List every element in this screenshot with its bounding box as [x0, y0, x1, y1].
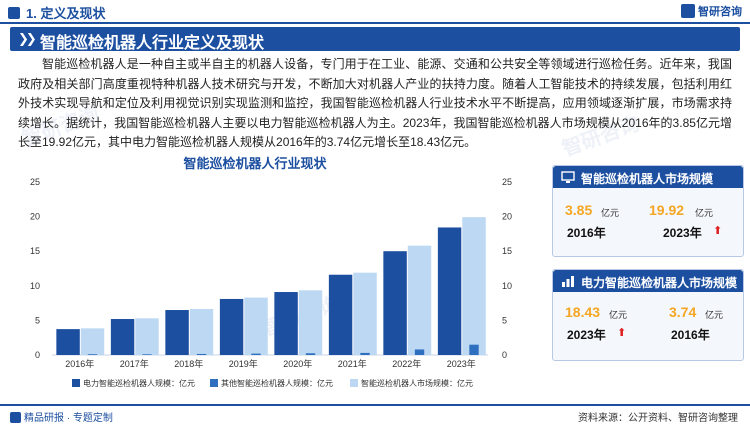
power-start-year: 2016年 — [671, 328, 710, 342]
y-tick-label-right: 10 — [502, 281, 512, 291]
bar-other — [414, 349, 425, 355]
y-tick-label-left: 10 — [30, 281, 40, 291]
source-note: 资料来源：公开资料、智研咨询整理 — [578, 413, 738, 424]
bar-power — [165, 310, 189, 355]
legend-swatch — [350, 379, 358, 387]
market-size-card-title: 智能巡检机器人市场规模 — [581, 172, 714, 186]
bar-power — [219, 298, 244, 355]
y-tick-label-right: 0 — [502, 350, 507, 360]
x-tick-label: 2017年 — [120, 358, 149, 369]
section-label-text: 1. 定义及现状 — [26, 6, 106, 21]
bar-other — [142, 354, 152, 355]
power-market-size-card: 电力智能巡检机器人市场规模 18.43 亿元 2023年 ⬆ 3.74 亿元 2… — [552, 269, 744, 361]
legend-label: 其他智能巡检机器人规模：亿元 — [221, 378, 333, 388]
brand-logo-icon — [681, 4, 695, 18]
x-tick-label: 2023年 — [447, 358, 476, 369]
bar-other — [196, 353, 207, 355]
x-tick-label: 2018年 — [174, 358, 203, 369]
start-unit: 亿元 — [601, 208, 620, 218]
footer: 精品研报 · 专题定制 资料来源：公开资料、智研咨询整理 — [0, 404, 750, 425]
end-unit: 亿元 — [695, 208, 714, 218]
legend-label: 智能巡检机器人市场规模：亿元 — [361, 378, 473, 388]
bar-other — [251, 353, 261, 355]
y-tick-label-right: 25 — [502, 177, 512, 187]
y-tick-label-left: 20 — [30, 212, 40, 222]
top-bar: 1. 定义及现状 智研咨询 — [0, 0, 750, 24]
footer-left: 精品研报 · 专题定制 — [10, 409, 113, 424]
y-tick-label-left: 15 — [30, 246, 40, 256]
legend-label: 电力智能巡检机器人规模：亿元 — [83, 378, 195, 388]
legend-swatch — [210, 379, 218, 387]
bar-market-total — [80, 328, 105, 355]
bar-market-total — [189, 308, 214, 355]
x-tick-label: 2019年 — [229, 358, 258, 369]
bar-power — [274, 292, 298, 355]
legend-swatch — [72, 379, 80, 387]
x-tick-label: 2021年 — [338, 358, 367, 369]
y-tick-label-left: 25 — [30, 177, 40, 187]
chart-title: 智能巡检机器人行业现状 — [183, 156, 327, 171]
section-bullet-icon — [8, 7, 20, 19]
footer-left-text: 精品研报 · 专题定制 — [24, 413, 113, 424]
industry-chart: 智能巡检机器人行业现状 0 0 5 5 10 10 15 15 20 20 25 25 2016年 2017… — [10, 150, 540, 400]
y-tick-label-left: 0 — [35, 350, 40, 360]
bar-market-total — [353, 272, 377, 355]
end-year: 2023年 — [663, 226, 702, 240]
y-tick-label-right: 15 — [502, 246, 512, 256]
bar-power — [437, 227, 462, 355]
end-value: 19.92 — [649, 202, 685, 218]
power-start-value: 3.74 — [669, 304, 697, 320]
x-tick-label: 2022年 — [392, 358, 421, 369]
bar-power — [383, 251, 407, 355]
power-market-size-card-header: 电力智能巡检机器人市场规模 — [553, 270, 743, 292]
bar-power — [56, 329, 80, 355]
bar-chart-icon — [562, 276, 574, 287]
y-tick-label-right: 20 — [502, 212, 512, 222]
x-tick-label: 2020年 — [283, 358, 312, 369]
brand-logo-text: 智研咨询 — [698, 6, 742, 18]
y-tick-label-left: 5 — [35, 315, 40, 325]
power-start-unit: 亿元 — [705, 310, 724, 320]
double-chevron-icon: ❯❯ — [18, 31, 37, 46]
brand-mark-icon — [10, 412, 21, 423]
top-divider — [0, 22, 750, 24]
start-year: 2016年 — [567, 226, 606, 240]
power-end-value: 18.43 — [565, 304, 601, 320]
bar-market-total — [407, 245, 432, 355]
page-title: 智能巡检机器人行业定义及现状 — [40, 35, 265, 52]
market-size-card-header: 智能巡检机器人市场规模 — [553, 166, 743, 188]
bar-other — [305, 353, 316, 355]
market-size-card: 智能巡检机器人市场规模 3.85 亿元 2016年 19.92 亿元 2023年… — [552, 165, 744, 257]
bar-other — [360, 352, 370, 355]
bar-other — [469, 344, 479, 355]
power-end-year: 2023年 — [567, 328, 606, 342]
bar-market-total — [244, 297, 268, 355]
section-label: 1. 定义及现状 — [8, 3, 105, 22]
bar-other — [87, 354, 98, 355]
title-banner: ❯❯ 智能巡检机器人行业定义及现状 — [10, 27, 740, 52]
bar-market-total — [135, 318, 159, 355]
x-tick-label: 2016年 — [65, 358, 94, 369]
up-arrow-icon: ⬆ — [713, 225, 723, 237]
up-arrow-icon: ⬆ — [617, 327, 627, 339]
start-value: 3.85 — [565, 202, 593, 218]
bar-market-total — [298, 290, 323, 355]
chart-svg: 智能巡检机器人行业现状 0 0 5 5 10 10 15 15 20 20 25 25 2016年 2017… — [30, 156, 512, 388]
intro-paragraph: 智能巡检机器人是一种自主或半自主的机器人设备，专门用于在工业、能源、交通和公共安… — [18, 57, 732, 150]
bar-power — [110, 319, 135, 355]
bar-market-total — [462, 217, 486, 355]
power-market-size-card-title: 电力智能巡检机器人市场规模 — [581, 276, 738, 290]
y-tick-label-right: 5 — [502, 315, 507, 325]
brand-logo: 智研咨询 — [681, 3, 742, 19]
monitor-chart-icon — [561, 171, 575, 183]
power-end-unit: 亿元 — [609, 310, 628, 320]
bar-power — [328, 274, 353, 355]
